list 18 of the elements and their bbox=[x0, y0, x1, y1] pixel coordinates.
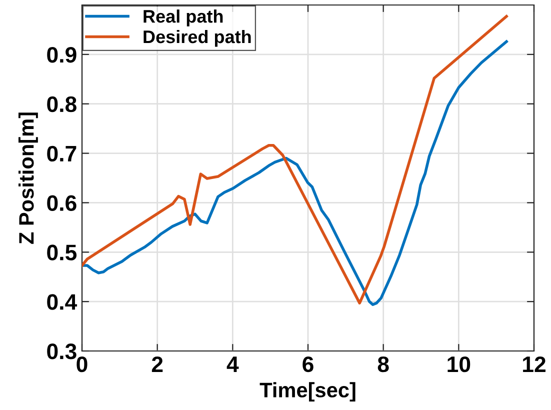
legend-label: Real path bbox=[144, 10, 223, 26]
y-tick-label: 0.3 bbox=[47, 344, 76, 360]
x-tick-label: 2 bbox=[152, 356, 163, 372]
y-axis-title: Z Position[m] bbox=[18, 112, 38, 244]
y-tick-label: 0.5 bbox=[47, 244, 77, 260]
y-tick-label: 0.7 bbox=[47, 146, 76, 162]
x-axis-title: Time[sec] bbox=[260, 382, 356, 402]
y-tick-label: 0.9 bbox=[47, 46, 76, 63]
x-tick-label: 0 bbox=[76, 356, 88, 372]
legend-label: Desired path bbox=[144, 30, 251, 47]
x-tick-label: 12 bbox=[523, 356, 546, 372]
x-tick-label: 4 bbox=[226, 356, 239, 372]
y-tick-label: 0.4 bbox=[47, 294, 78, 310]
x-tick-label: 6 bbox=[302, 356, 314, 372]
y-tick-label: 0.8 bbox=[47, 96, 76, 112]
x-tick-label: 8 bbox=[378, 356, 389, 372]
x-tick-label: 10 bbox=[448, 356, 470, 372]
y-tick-label: 0.6 bbox=[47, 195, 76, 211]
